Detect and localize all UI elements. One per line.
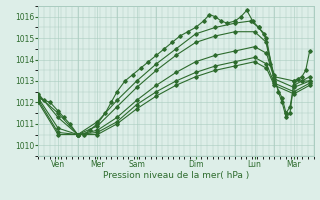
X-axis label: Pression niveau de la mer( hPa ): Pression niveau de la mer( hPa ) [103, 171, 249, 180]
